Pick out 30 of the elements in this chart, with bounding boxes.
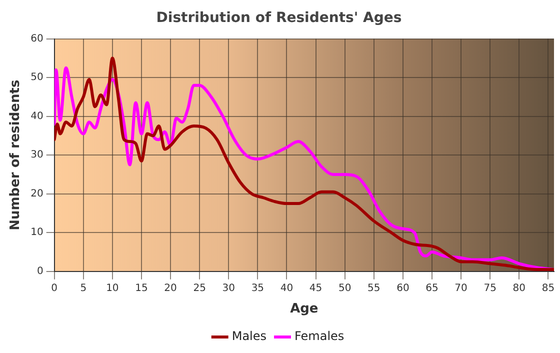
y-tick-label: 30 (30, 150, 44, 161)
x-tick-label: 25 (193, 282, 206, 294)
x-tick-label: 40 (280, 282, 294, 294)
x-tick-label: 5 (80, 282, 87, 294)
y-axis-title: Number of residents (8, 80, 24, 230)
x-tick-label: 75 (484, 282, 496, 294)
x-tick-label: 35 (251, 282, 264, 294)
y-tick-label: 40 (30, 110, 44, 122)
x-tick-label: 85 (542, 282, 555, 294)
x-tick-label: 30 (222, 282, 235, 294)
legend-label: Females (294, 329, 344, 344)
x-tick-label: 10 (106, 282, 119, 294)
x-tick-label: 0 (51, 282, 58, 294)
x-tick-label: 60 (396, 282, 410, 294)
x-tick-label: 70 (454, 282, 468, 294)
y-tick-label: 0 (36, 266, 44, 277)
x-axis-title: Age (290, 302, 318, 317)
y-tick-label: 50 (30, 72, 44, 84)
y-tick-label: 60 (30, 33, 44, 44)
x-tick-label: 65 (426, 282, 438, 294)
x-tick-label: 80 (512, 282, 526, 294)
x-tick-label: 55 (368, 282, 380, 294)
chart-title: Distribution of Residents' Ages (156, 10, 402, 26)
y-tick-label: 10 (30, 227, 44, 238)
x-tick-label: 50 (338, 282, 352, 294)
x-tick-label: 45 (309, 282, 322, 294)
legend-label: Males (232, 329, 267, 344)
y-tick-label: 20 (30, 188, 44, 200)
x-tick-label: 20 (164, 282, 177, 294)
x-tick-label: 15 (135, 282, 148, 294)
